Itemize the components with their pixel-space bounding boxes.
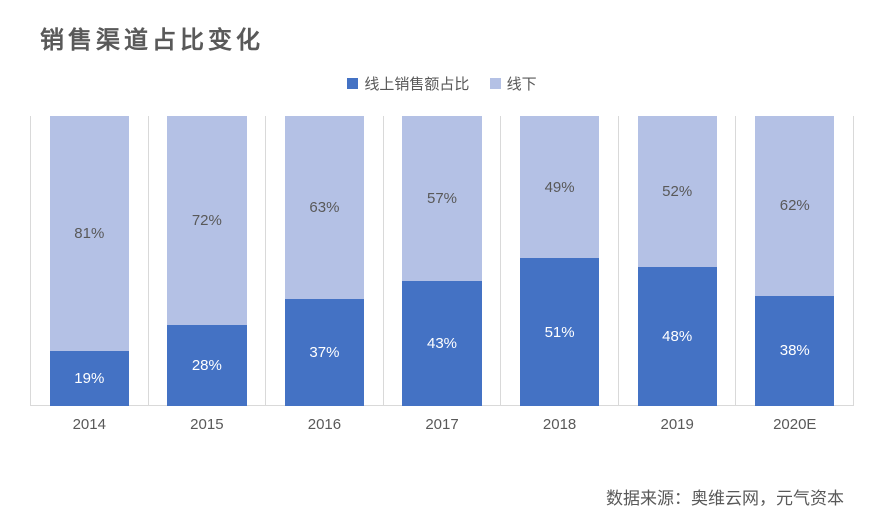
- bar-stack: 19%81%: [50, 116, 129, 406]
- chart-title: 销售渠道占比变化: [40, 20, 854, 55]
- bar-column: 51%49%2018: [500, 116, 618, 406]
- bar-segment-online: 51%: [520, 258, 599, 406]
- x-axis-label: 2018: [543, 416, 576, 433]
- x-axis-label: 2020E: [773, 416, 816, 433]
- bar-segment-offline: 63%: [285, 116, 364, 299]
- bar-segment-offline: 81%: [50, 116, 129, 351]
- x-axis-label: 2014: [73, 416, 106, 433]
- bar-column: 43%57%2017: [383, 116, 501, 406]
- bar-segment-offline: 49%: [520, 116, 599, 258]
- bar-column: 48%52%2019: [618, 116, 736, 406]
- legend-item-online: 线上销售额占比: [347, 73, 469, 94]
- legend-swatch-online: [347, 78, 358, 89]
- chart-legend: 线上销售额占比 线下: [30, 73, 854, 94]
- legend-swatch-offline: [490, 78, 501, 89]
- x-axis-label: 2017: [425, 416, 458, 433]
- x-axis-label: 2019: [660, 416, 693, 433]
- bar-stack: 51%49%: [520, 116, 599, 406]
- bar-stack: 28%72%: [167, 116, 246, 406]
- legend-item-offline: 线下: [490, 73, 537, 94]
- bar-segment-offline: 62%: [755, 116, 834, 296]
- bar-stack: 43%57%: [402, 116, 481, 406]
- bar-segment-online: 19%: [50, 351, 129, 406]
- bar-column: 28%72%2015: [148, 116, 266, 406]
- bar-segment-offline: 72%: [167, 116, 246, 325]
- legend-label-offline: 线下: [507, 73, 537, 94]
- plot-area: 19%81%201428%72%201537%63%201643%57%2017…: [30, 116, 854, 406]
- bar-segment-online: 43%: [402, 281, 481, 406]
- chart-container: 销售渠道占比变化 线上销售额占比 线下 19%81%201428%72%2015…: [0, 0, 874, 525]
- bar-stack: 48%52%: [638, 116, 717, 406]
- source-note: 数据来源：奥维云网，元气资本: [606, 484, 844, 509]
- x-axis-label: 2015: [190, 416, 223, 433]
- bar-column: 38%62%2020E: [735, 116, 854, 406]
- bar-column: 19%81%2014: [30, 116, 148, 406]
- bar-segment-online: 28%: [167, 325, 246, 406]
- bar-segment-online: 48%: [638, 267, 717, 406]
- bar-stack: 37%63%: [285, 116, 364, 406]
- x-axis-label: 2016: [308, 416, 341, 433]
- bar-column: 37%63%2016: [265, 116, 383, 406]
- bar-segment-offline: 52%: [638, 116, 717, 267]
- bar-segment-online: 37%: [285, 299, 364, 406]
- bar-segment-offline: 57%: [402, 116, 481, 281]
- bar-segment-online: 38%: [755, 296, 834, 406]
- legend-label-online: 线上销售额占比: [364, 73, 469, 94]
- bar-stack: 38%62%: [755, 116, 834, 406]
